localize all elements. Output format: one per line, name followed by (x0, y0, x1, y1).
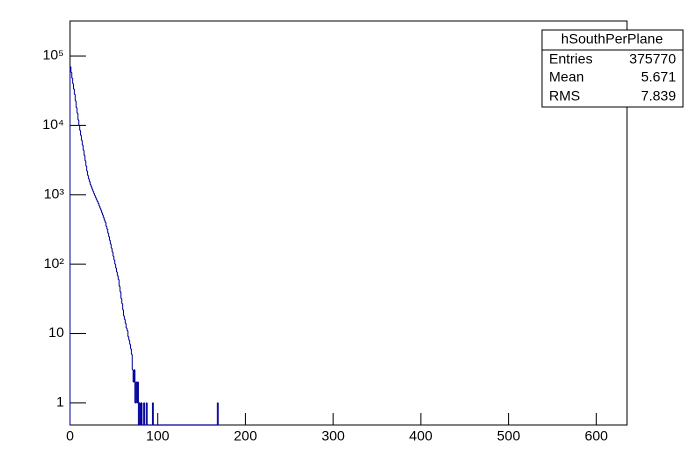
x-tick-label: 200 (234, 428, 258, 444)
stats-value: 375770 (629, 51, 676, 67)
x-tick-label: 100 (146, 428, 170, 444)
y-tick-label: 10³ (44, 185, 65, 201)
y-tick-label: 10⁴ (42, 116, 64, 132)
stats-title: hSouthPerPlane (561, 31, 663, 47)
x-tick-label: 0 (66, 428, 74, 444)
y-tick-label: 1 (56, 394, 64, 410)
x-tick-label: 600 (585, 428, 609, 444)
y-tick-label: 10² (44, 255, 65, 271)
stats-value: 7.839 (641, 88, 676, 104)
x-tick-label: 500 (497, 428, 521, 444)
stats-label: Mean (549, 69, 584, 85)
stats-label: Entries (549, 51, 593, 67)
stats-box: hSouthPerPlane Entries 375770 Mean 5.671… (541, 29, 684, 108)
stats-frame (541, 29, 684, 108)
stats-label: RMS (549, 88, 580, 104)
x-tick-label: 400 (409, 428, 433, 444)
stats-value: 5.671 (641, 69, 676, 85)
y-tick-label: 10 (48, 324, 64, 340)
y-tick-label: 10⁵ (43, 47, 64, 63)
x-tick-label: 300 (321, 428, 345, 444)
